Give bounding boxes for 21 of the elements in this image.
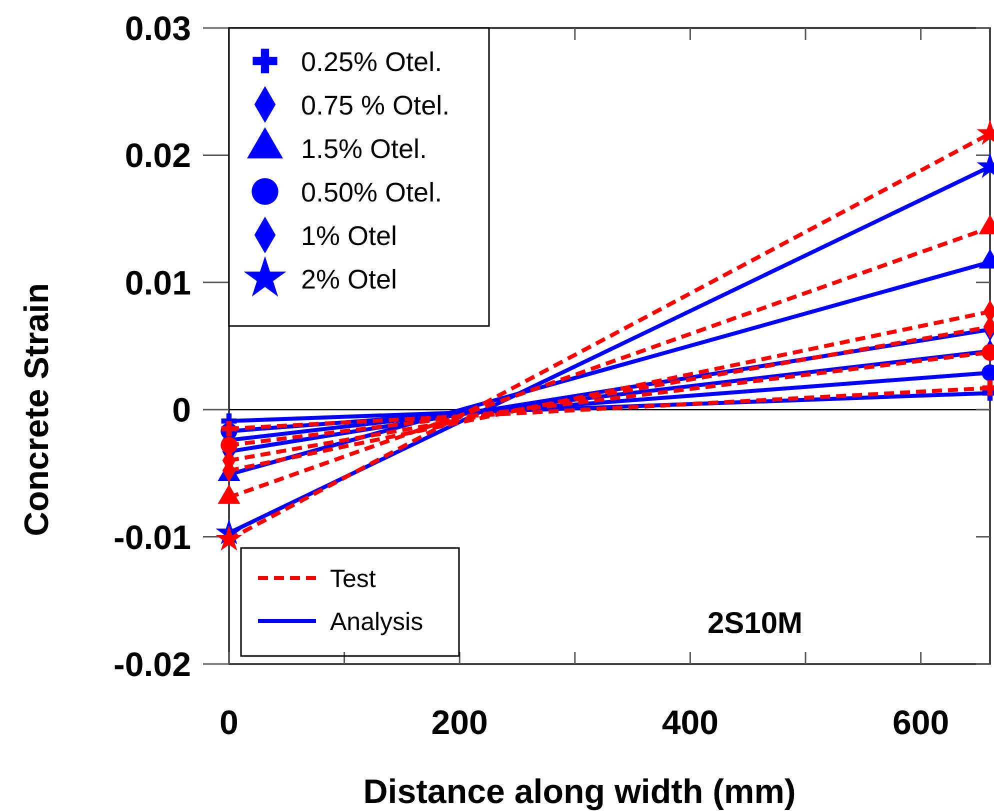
annotation: Analysis <box>330 608 424 636</box>
annotation: 2S10M <box>707 607 803 640</box>
x-tick-label: 0 <box>220 704 238 742</box>
legend-label: 0.50% Otel. <box>301 178 442 208</box>
annotation: Test <box>330 565 376 593</box>
legend-label: 1% Otel <box>301 221 398 251</box>
x-tick-label: 200 <box>431 704 488 742</box>
legend-label: 0.25% Otel. <box>301 47 442 77</box>
y-tick-label: 0 <box>172 392 191 430</box>
legend-label: 0.75 % Otel. <box>301 90 450 120</box>
y-tick-label: 0.02 <box>124 137 191 176</box>
x-axis-title: Distance along width (mm) <box>363 773 796 811</box>
y-tick-label: -0.01 <box>114 518 191 557</box>
y-axis-title: Concrete Strain <box>18 283 56 536</box>
y-tick-label: 0.03 <box>124 10 191 48</box>
y-tick-label: 0.01 <box>124 264 191 302</box>
x-tick-label: 400 <box>662 704 719 742</box>
legend-label: 1.5% Otel. <box>301 134 428 164</box>
x-tick-label: 600 <box>892 704 950 742</box>
y-tick-label: -0.02 <box>114 646 191 684</box>
legend-label: 2% Otel <box>301 264 398 294</box>
